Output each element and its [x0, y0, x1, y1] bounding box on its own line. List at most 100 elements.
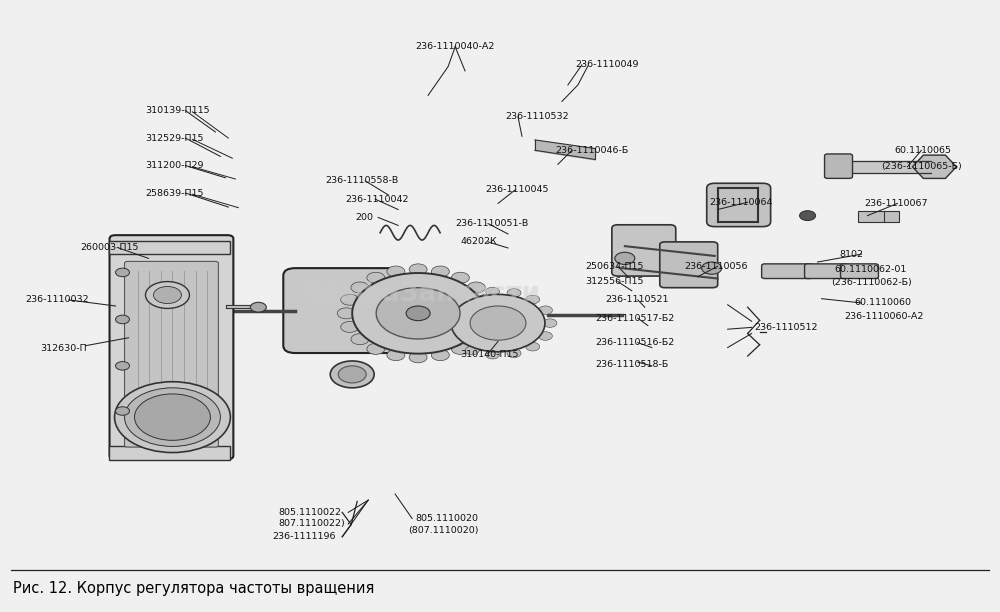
Text: 200: 200: [355, 213, 373, 222]
Circle shape: [337, 308, 355, 319]
Circle shape: [116, 315, 130, 324]
Circle shape: [467, 334, 485, 345]
Circle shape: [406, 306, 430, 321]
Circle shape: [351, 334, 369, 345]
FancyBboxPatch shape: [110, 235, 233, 459]
Text: 236-1110516-Б2: 236-1110516-Б2: [595, 338, 674, 347]
Circle shape: [153, 286, 181, 304]
Text: 46202К: 46202К: [460, 237, 497, 247]
Circle shape: [538, 332, 552, 340]
Circle shape: [507, 289, 521, 297]
FancyBboxPatch shape: [805, 264, 849, 278]
Circle shape: [387, 266, 405, 277]
Bar: [109, 446, 230, 460]
Circle shape: [526, 295, 540, 304]
Text: 805.1110020: 805.1110020: [415, 514, 478, 523]
Text: 236-1110064: 236-1110064: [710, 198, 773, 207]
Circle shape: [526, 343, 540, 351]
Text: 236-1110040-А2: 236-1110040-А2: [415, 42, 494, 51]
FancyBboxPatch shape: [125, 261, 218, 447]
Text: 236-1110051-В: 236-1110051-В: [455, 219, 528, 228]
Circle shape: [538, 306, 552, 315]
Bar: [858, 211, 885, 222]
Circle shape: [341, 321, 359, 332]
Circle shape: [330, 361, 374, 388]
Text: 805.1110022: 805.1110022: [278, 508, 341, 517]
Circle shape: [352, 273, 484, 354]
Circle shape: [409, 264, 427, 275]
Circle shape: [481, 308, 499, 319]
Text: 60.1110060: 60.1110060: [855, 299, 912, 307]
Text: 236-1110032: 236-1110032: [26, 296, 89, 304]
Polygon shape: [912, 155, 956, 179]
FancyBboxPatch shape: [841, 264, 878, 278]
Circle shape: [367, 272, 385, 283]
Circle shape: [451, 343, 469, 354]
Circle shape: [135, 394, 210, 441]
Text: 236-1110518-Б: 236-1110518-Б: [595, 359, 668, 368]
Circle shape: [470, 306, 526, 340]
Circle shape: [115, 382, 230, 452]
Circle shape: [465, 346, 479, 355]
Circle shape: [145, 282, 189, 308]
Text: 236-1110042: 236-1110042: [345, 195, 409, 204]
Text: 236-1111196: 236-1111196: [272, 532, 336, 541]
Circle shape: [387, 349, 405, 360]
Circle shape: [543, 319, 557, 327]
Text: 236-1110045: 236-1110045: [485, 185, 549, 195]
Text: (236-1110062-Б): (236-1110062-Б): [832, 278, 912, 287]
Text: 250634-П15: 250634-П15: [585, 262, 643, 271]
Text: 236-1110056: 236-1110056: [685, 262, 748, 271]
Bar: [109, 241, 230, 254]
Text: 807.1110022): 807.1110022): [278, 520, 345, 529]
Circle shape: [615, 252, 635, 264]
Text: 236-1110060-А2: 236-1110060-А2: [845, 312, 924, 321]
Circle shape: [467, 282, 485, 293]
Text: (236-1110065-Б): (236-1110065-Б): [881, 162, 962, 171]
Circle shape: [449, 337, 463, 346]
FancyBboxPatch shape: [612, 225, 676, 276]
Circle shape: [465, 291, 479, 300]
Circle shape: [376, 288, 460, 339]
Circle shape: [451, 294, 545, 352]
Text: 310140-П15: 310140-П15: [460, 350, 519, 359]
Circle shape: [478, 321, 495, 332]
Circle shape: [116, 268, 130, 277]
Text: 8102: 8102: [840, 250, 864, 259]
Text: 310139-П115: 310139-П115: [145, 106, 210, 115]
Circle shape: [367, 343, 385, 354]
Circle shape: [702, 262, 722, 274]
Text: 236-1110067: 236-1110067: [864, 199, 928, 208]
Text: 60.1110065: 60.1110065: [894, 146, 951, 155]
FancyBboxPatch shape: [762, 264, 813, 278]
FancyBboxPatch shape: [283, 268, 402, 353]
Text: 312529-П15: 312529-П15: [145, 133, 204, 143]
Text: 312556-П15: 312556-П15: [585, 277, 643, 286]
Circle shape: [116, 362, 130, 370]
Text: 236-1110512: 236-1110512: [755, 323, 818, 332]
Text: АльфаЗапчасти: АльфаЗапчасти: [300, 281, 541, 307]
Text: 260003-П15: 260003-П15: [81, 244, 139, 253]
FancyBboxPatch shape: [825, 154, 853, 178]
Text: 312630-П: 312630-П: [41, 344, 87, 353]
Text: Рис. 12. Корпус регулятора частоты вращения: Рис. 12. Корпус регулятора частоты враще…: [13, 581, 374, 595]
Circle shape: [800, 211, 816, 220]
FancyBboxPatch shape: [660, 242, 718, 288]
Text: 258639-П15: 258639-П15: [145, 188, 204, 198]
Circle shape: [351, 282, 369, 293]
Circle shape: [440, 312, 454, 321]
Text: 311200-П29: 311200-П29: [145, 161, 204, 170]
Circle shape: [409, 352, 427, 363]
Text: 236-1110049: 236-1110049: [575, 61, 638, 69]
Circle shape: [451, 272, 469, 283]
Text: 236-1110517-Б2: 236-1110517-Б2: [595, 314, 674, 323]
Text: (807.1110020): (807.1110020): [408, 526, 479, 536]
Text: 236-1110558-В: 236-1110558-В: [325, 176, 398, 185]
Circle shape: [431, 349, 449, 360]
Circle shape: [250, 302, 266, 312]
Circle shape: [486, 351, 500, 359]
Circle shape: [478, 294, 495, 305]
Circle shape: [116, 407, 130, 416]
Circle shape: [341, 294, 359, 305]
Circle shape: [338, 366, 366, 383]
